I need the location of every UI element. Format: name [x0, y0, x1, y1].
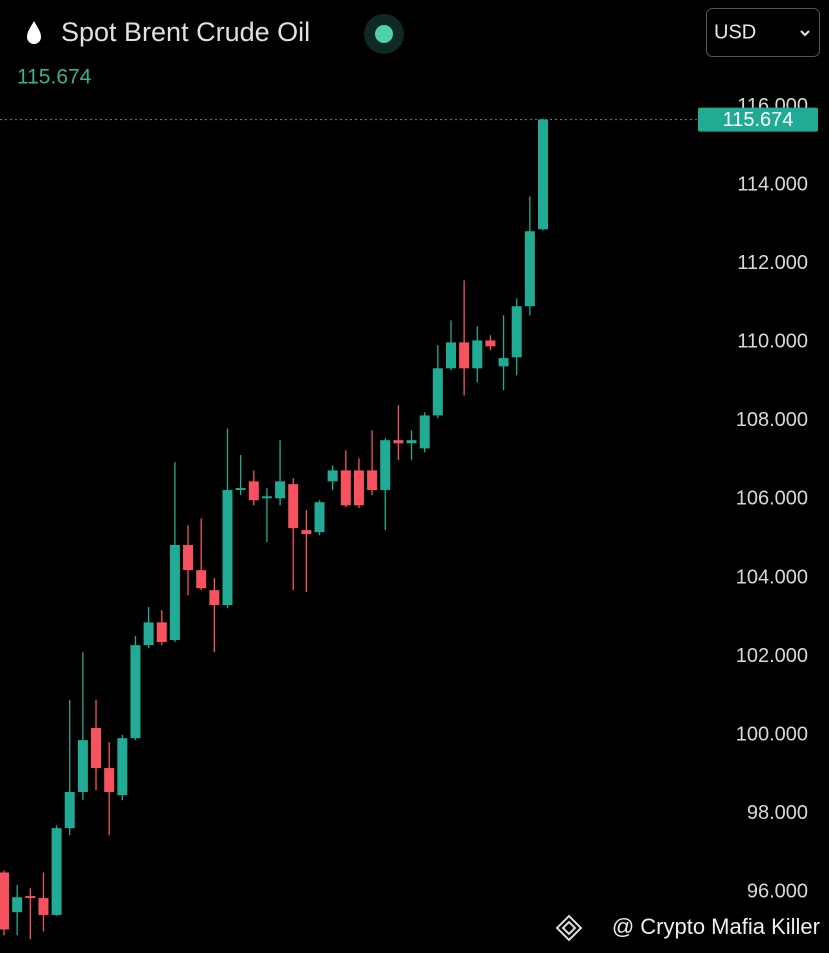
candle-body [327, 470, 338, 482]
y-tick-label: 96.000 [747, 880, 808, 902]
candle-body [77, 740, 88, 793]
candle-body [248, 481, 259, 501]
y-tick-label: 114.000 [737, 174, 808, 196]
candle-body [538, 119, 548, 230]
select-box[interactable] [706, 8, 820, 57]
candle-body [0, 872, 9, 930]
candle-body [340, 470, 351, 506]
currency-select[interactable]: USD [706, 8, 820, 57]
candle-body [51, 828, 62, 915]
candle-body [169, 545, 180, 641]
y-tick-label: 112.000 [737, 252, 808, 274]
candle-body [459, 342, 470, 369]
last-price-label: 115.674 [723, 109, 794, 131]
candle-body [432, 368, 443, 416]
candle-body [38, 898, 49, 915]
candle-body [406, 440, 417, 444]
candle-body [301, 530, 312, 535]
candle-body [143, 622, 154, 646]
candle-body [64, 792, 75, 829]
candle-body [222, 490, 233, 606]
candle-body [117, 738, 128, 796]
candle-body [183, 545, 194, 571]
y-tick-label: 110.000 [737, 331, 808, 353]
candle-body [91, 727, 102, 769]
y-tick-label: 98.000 [747, 802, 808, 824]
plot: 96.000 98.000 100.000 102.000 104.000 106.000… [0, 95, 818, 940]
y-tick-label: 106.000 [736, 488, 808, 510]
select-label[interactable]: USD [714, 21, 756, 43]
candle-body [367, 470, 378, 491]
candle-body [288, 484, 299, 529]
candle-body [485, 340, 496, 347]
candle-body [156, 622, 167, 642]
status-dot [375, 25, 393, 43]
candle-body [445, 342, 456, 369]
candle-body [380, 440, 391, 491]
candle-body [25, 896, 36, 899]
watermark-icon [555, 914, 583, 942]
candle-body [130, 645, 141, 739]
candle-body [209, 590, 220, 606]
candle-body [235, 488, 246, 491]
y-tick-label: 100.000 [736, 723, 808, 745]
candle-body [472, 340, 483, 369]
candle-body [275, 481, 286, 499]
chevron [800, 30, 810, 37]
candle-body [261, 496, 272, 499]
candle-body [314, 502, 325, 533]
last-price-tag [698, 107, 818, 132]
candle-body [104, 768, 115, 793]
current-price: 115.674 [17, 66, 92, 89]
candle-body [393, 440, 404, 444]
y-tick-label: 108.000 [736, 409, 808, 431]
y-tick-label: 102.000 [736, 645, 808, 667]
candle-body [196, 570, 207, 589]
oil-icon [27, 21, 41, 44]
watermark: @ Crypto Mafia Killer [612, 914, 820, 939]
candle-body [511, 306, 522, 358]
title: Spot Brent Crude Oil [61, 17, 310, 47]
candle-body [498, 358, 509, 367]
candle-body [419, 415, 430, 449]
candle-body [353, 470, 364, 506]
candle-body [12, 897, 23, 913]
y-tick-label: 104.000 [736, 566, 808, 588]
candle-body [524, 231, 535, 307]
